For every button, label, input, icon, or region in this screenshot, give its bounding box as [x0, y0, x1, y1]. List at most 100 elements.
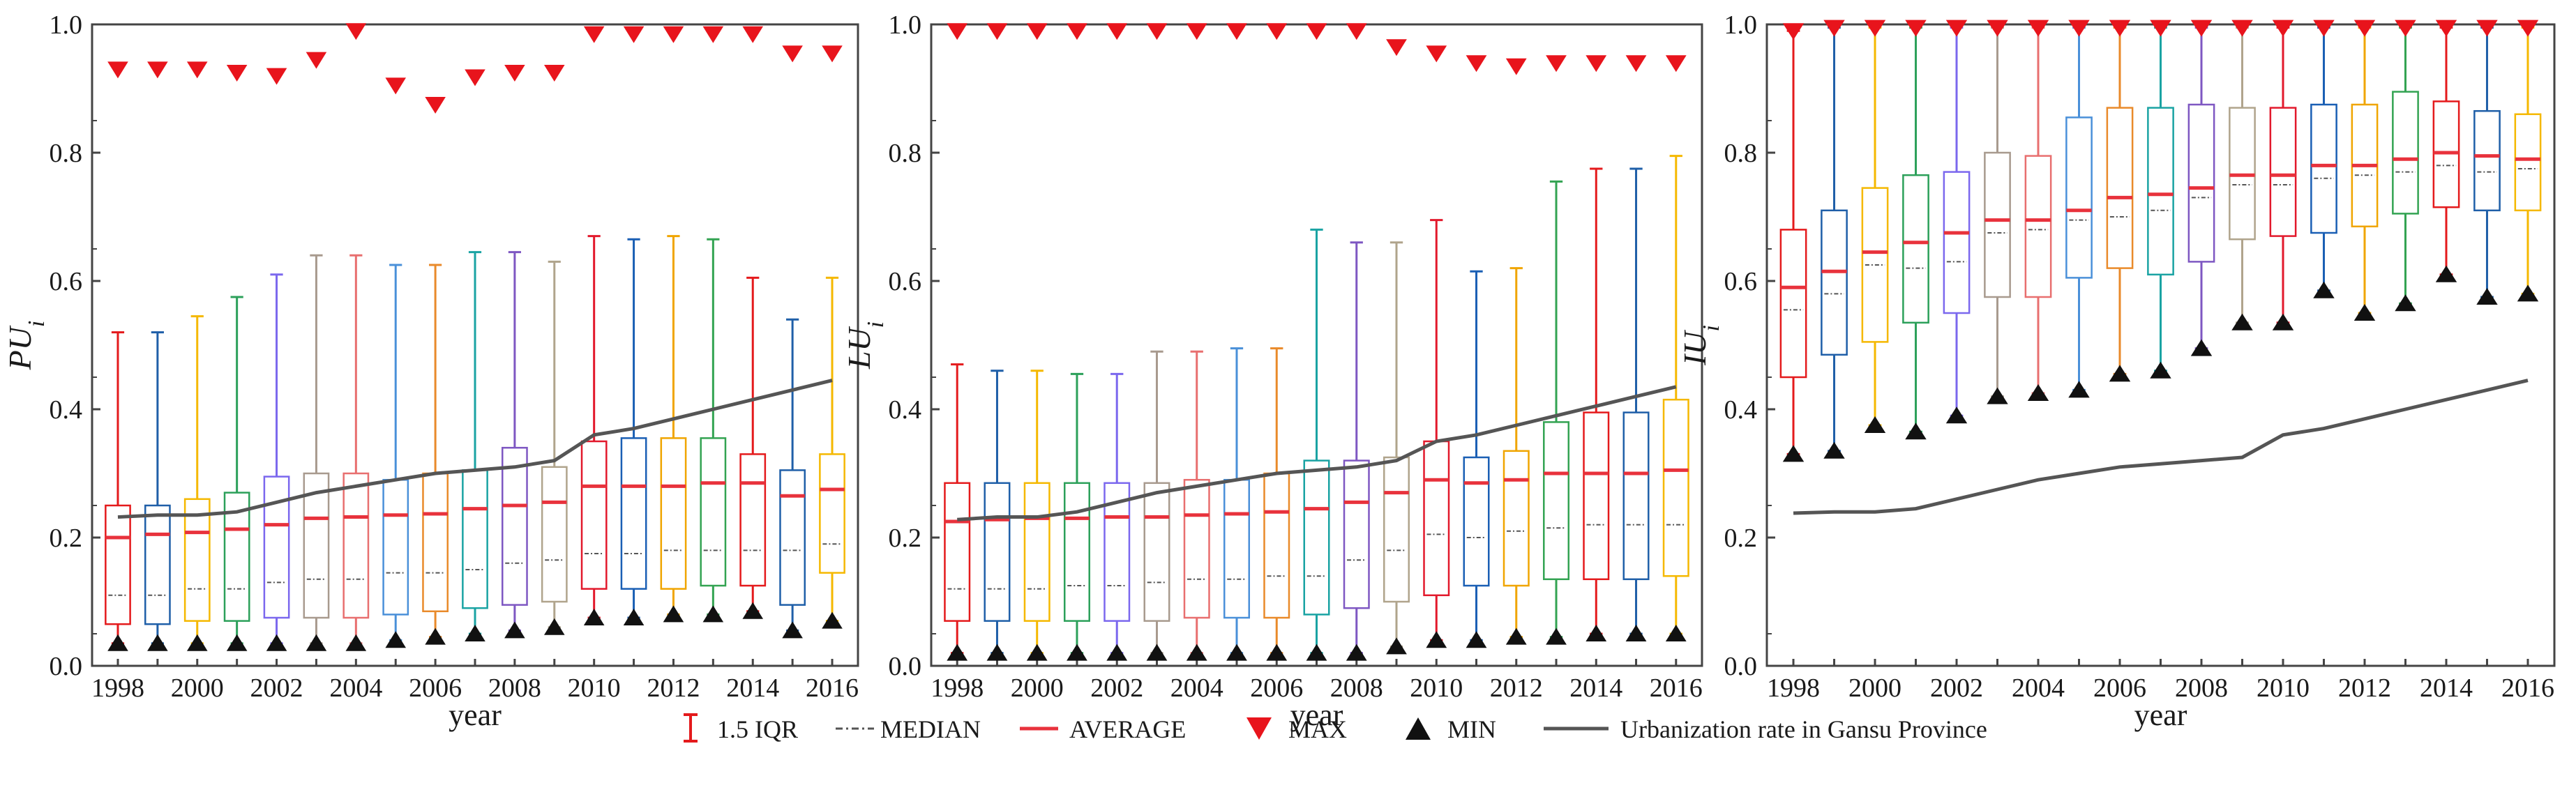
iu-min-marker	[1782, 445, 1805, 462]
legend-urbanization-item: Urbanization rate in Gansu Province	[1544, 715, 1987, 743]
iu-box-2015	[2473, 20, 2501, 305]
lu-box-1999	[984, 23, 1011, 661]
pu-x-tick-label: 2012	[647, 674, 700, 703]
iu-max-marker	[1905, 20, 1927, 37]
iu-box-2014	[2432, 20, 2460, 282]
lu-iqr-box	[1383, 456, 1410, 603]
iu-max-marker	[1823, 20, 1845, 37]
pu-iqr-box	[502, 446, 528, 606]
iu-iqr-box	[2473, 109, 2501, 212]
lu-box-2003	[1143, 23, 1170, 661]
pu-box-2004	[342, 23, 370, 651]
pu-max-marker	[345, 23, 367, 40]
pu-iqr-box	[223, 492, 250, 622]
pu-x-tick-label: 2002	[250, 674, 303, 703]
lu-box-2006	[1263, 23, 1290, 661]
lu-max-marker	[1146, 23, 1168, 40]
lu-x-tick-label: 2010	[1410, 674, 1463, 703]
iu-max-marker	[2190, 20, 2213, 37]
iu-iqr-box	[2024, 155, 2052, 298]
pu-box-2000	[183, 61, 211, 651]
lu-max-marker	[986, 23, 1008, 40]
pu-iqr-box	[303, 472, 330, 619]
iu-max-marker	[1987, 20, 2008, 37]
pu-max-marker	[782, 45, 803, 63]
pu-y-axis-title-subscript: i	[24, 321, 50, 327]
iu-iqr-box	[2147, 107, 2174, 276]
lu-min-marker	[1146, 644, 1168, 661]
lu-iqr-box	[1303, 459, 1330, 616]
iu-x-tick-label: 2010	[2257, 674, 2310, 703]
pu-min-marker	[543, 618, 565, 635]
lu-min-marker	[1306, 644, 1327, 661]
lu-urbanization-line	[957, 385, 1677, 522]
pu-min-marker	[226, 634, 248, 651]
iu-iqr-box	[1861, 187, 1889, 343]
pu-min-marker	[742, 602, 764, 619]
lu-x-axis-title: year	[1290, 698, 1343, 732]
iu-iqr-box	[2310, 103, 2337, 234]
pu-min-marker	[583, 609, 605, 625]
pu-box-2006	[422, 97, 449, 645]
pu-max-marker	[226, 65, 248, 82]
iu-max-marker	[2109, 20, 2131, 37]
pu-min-marker	[623, 609, 645, 625]
lu-x-tick-label: 2000	[1011, 674, 1064, 703]
lu-max-marker	[1625, 55, 1647, 73]
pu-box-1999	[144, 61, 171, 651]
pu-iqr-box	[779, 469, 806, 606]
lu-y-tick-label: 0.0	[889, 652, 922, 681]
pu-max-marker	[623, 26, 645, 43]
lu-min-marker	[1546, 627, 1567, 645]
legend-min-label: MIN	[1447, 715, 1496, 743]
pu-iqr-box	[382, 478, 409, 616]
legend-iqr-symbol	[684, 713, 698, 743]
iu-x-tick-label: 2000	[1848, 674, 1901, 703]
lu-box-2016	[1662, 55, 1689, 641]
pu-max-marker	[266, 68, 287, 85]
iu-box-2000	[1861, 20, 1889, 433]
lu-box-2014	[1583, 55, 1610, 641]
iu-max-marker	[2313, 20, 2335, 37]
pu-min-marker	[822, 611, 843, 629]
iu-max-marker	[2435, 20, 2457, 37]
pu-max-marker	[543, 65, 565, 82]
iu-min-marker	[2150, 361, 2171, 379]
iu-box-2003	[1984, 20, 2011, 404]
lu-min-marker	[1346, 644, 1367, 661]
legend: 1.5 IQR MEDIAN AVERAGE MAX MIN Urbanizat…	[684, 713, 1987, 743]
lu-max-marker	[1026, 23, 1048, 40]
lu-min-marker	[1106, 644, 1128, 661]
lu-x-tick-label: 2016	[1650, 674, 1703, 703]
pu-max-marker	[107, 61, 128, 79]
legend-median-item: MEDIAN	[836, 715, 981, 743]
iu-max-marker	[1782, 23, 1805, 40]
iu-min-marker	[2395, 294, 2416, 312]
iu-box-2001	[1902, 20, 1929, 440]
legend-median-label: MEDIAN	[880, 715, 981, 743]
pu-max-marker	[504, 65, 525, 82]
lu-box-2011	[1463, 55, 1490, 648]
pu-y-tick-label: 0.8	[50, 139, 83, 168]
iu-max-marker	[2231, 20, 2253, 37]
lu-x-tick-label: 2012	[1490, 674, 1543, 703]
lu-min-marker	[947, 644, 968, 661]
iu-iqr-box	[1779, 229, 1807, 379]
iu-max-marker	[1945, 20, 1968, 37]
pu-min-marker	[782, 621, 803, 639]
iu-y-axis-title: IUi	[1677, 325, 1724, 366]
pu-min-marker	[702, 605, 724, 623]
lu-box-2008	[1343, 23, 1370, 661]
iu-iqr-box	[1821, 209, 1848, 356]
lu-y-tick-label: 0.2	[889, 524, 922, 553]
pu-iqr-box	[541, 466, 568, 603]
iu-min-marker	[2313, 281, 2335, 298]
lu-y-axis-title: LUi	[841, 321, 889, 370]
pu-box-2001	[223, 65, 250, 651]
pu-max-marker	[702, 26, 724, 43]
lu-y-tick-label: 0.6	[889, 267, 922, 296]
pu-x-tick-label: 2004	[329, 674, 382, 703]
iu-min-marker	[2353, 304, 2376, 321]
iu-min-marker	[1823, 441, 1845, 459]
iu-box-1998	[1779, 23, 1807, 462]
